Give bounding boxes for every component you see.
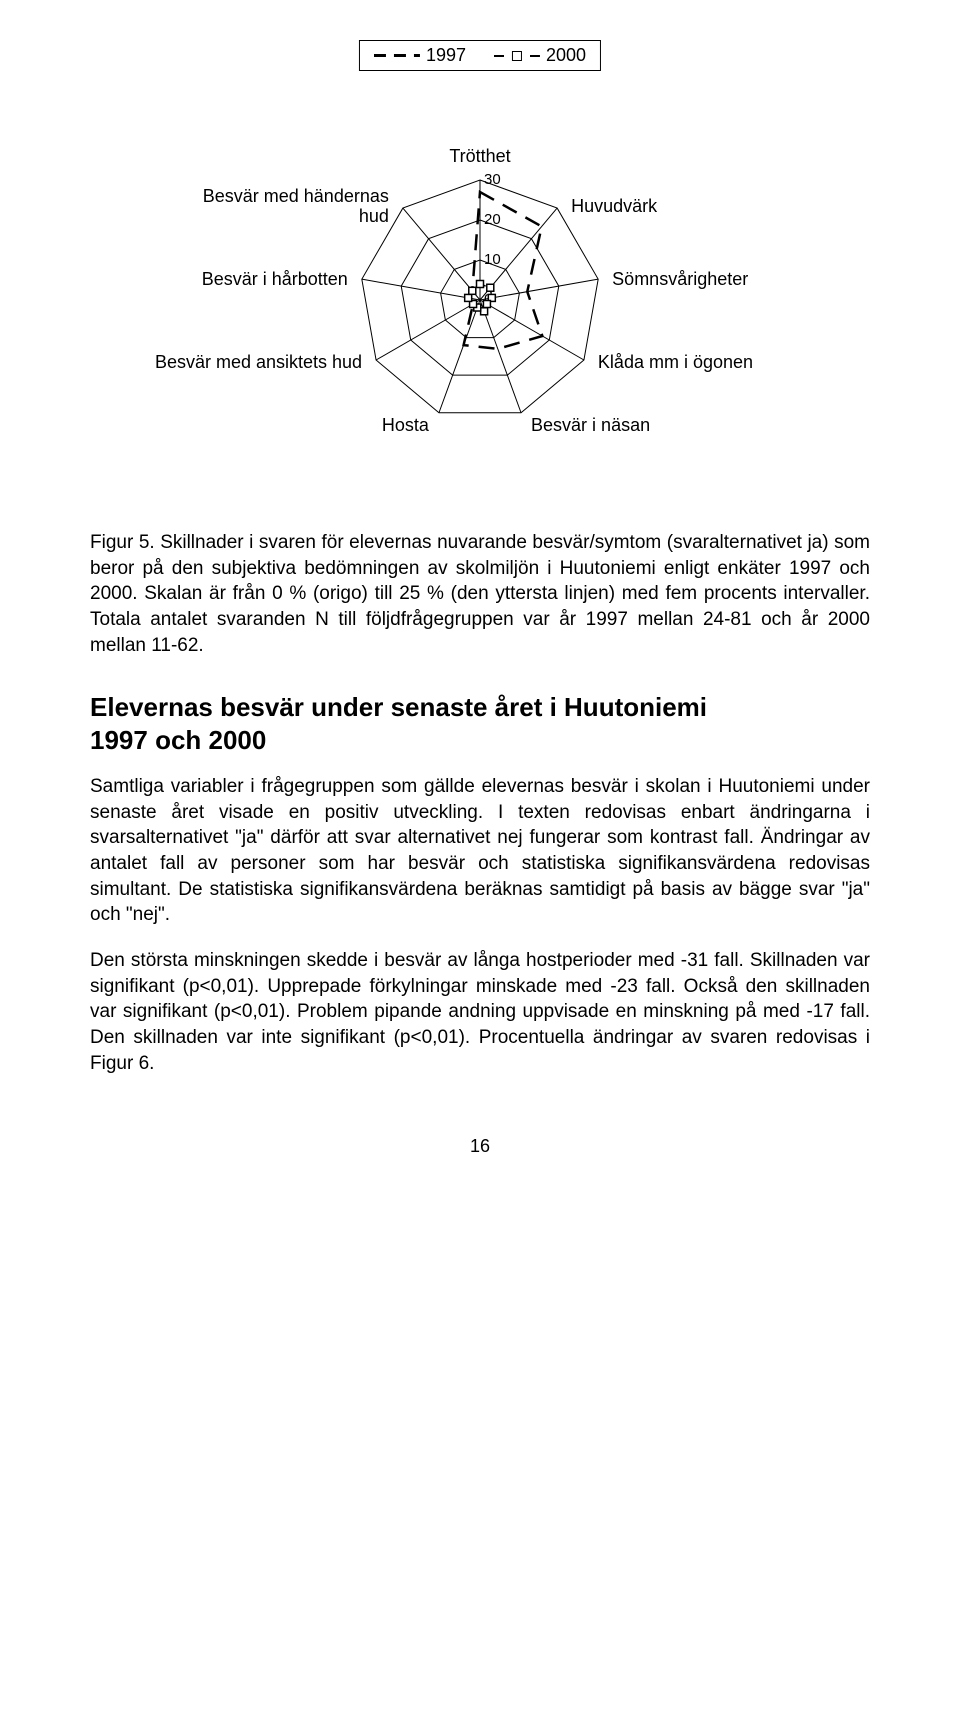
- legend-label-2000: 2000: [546, 45, 586, 66]
- radar-svg: 0102030TrötthetHuvudvärkSömnsvårigheterK…: [90, 80, 870, 500]
- svg-text:Sömnsvårigheter: Sömnsvårigheter: [612, 269, 748, 289]
- section-subheading: 1997 och 2000: [90, 725, 870, 756]
- radar-plot: 0102030TrötthetHuvudvärkSömnsvårigheterK…: [90, 80, 870, 500]
- section-heading: Elevernas besvär under senaste året i Hu…: [90, 692, 870, 723]
- paragraph-2: Den största minskningen skedde i besvär …: [90, 948, 870, 1076]
- radar-chart-container: 1997 2000 0102030TrötthetHuvudvärkSömnsv…: [90, 40, 870, 500]
- svg-text:10: 10: [484, 251, 501, 268]
- chart-legend: 1997 2000: [359, 40, 601, 71]
- svg-text:30: 30: [484, 171, 501, 188]
- svg-text:Trötthet: Trötthet: [449, 146, 510, 166]
- svg-text:Besvär med ansiktets hud: Besvär med ansiktets hud: [155, 352, 362, 372]
- legend-label-1997: 1997: [426, 45, 466, 66]
- paragraph-1: Samtliga variabler i frågegruppen som gä…: [90, 774, 870, 928]
- legend-marker-icon: [494, 49, 540, 63]
- svg-text:Hosta: Hosta: [382, 415, 430, 435]
- svg-text:Besvär i hårbotten: Besvär i hårbotten: [202, 269, 348, 289]
- svg-text:hud: hud: [359, 206, 389, 226]
- page-number: 16: [90, 1136, 870, 1157]
- legend-dash-icon: [374, 49, 420, 63]
- svg-text:20: 20: [484, 211, 501, 228]
- svg-text:Besvär i näsan: Besvär i näsan: [531, 415, 650, 435]
- svg-text:Klåda mm i ögonen: Klåda mm i ögonen: [598, 352, 753, 372]
- page: 1997 2000 0102030TrötthetHuvudvärkSömnsv…: [0, 0, 960, 1217]
- legend-item-1997: 1997: [374, 45, 466, 66]
- svg-text:Huvudvärk: Huvudvärk: [571, 196, 658, 216]
- legend-item-2000: 2000: [494, 45, 586, 66]
- square-icon: [512, 51, 522, 61]
- figure-caption: Figur 5. Skillnader i svaren för elevern…: [90, 530, 870, 658]
- svg-text:Besvär med händernas: Besvär med händernas: [203, 186, 389, 206]
